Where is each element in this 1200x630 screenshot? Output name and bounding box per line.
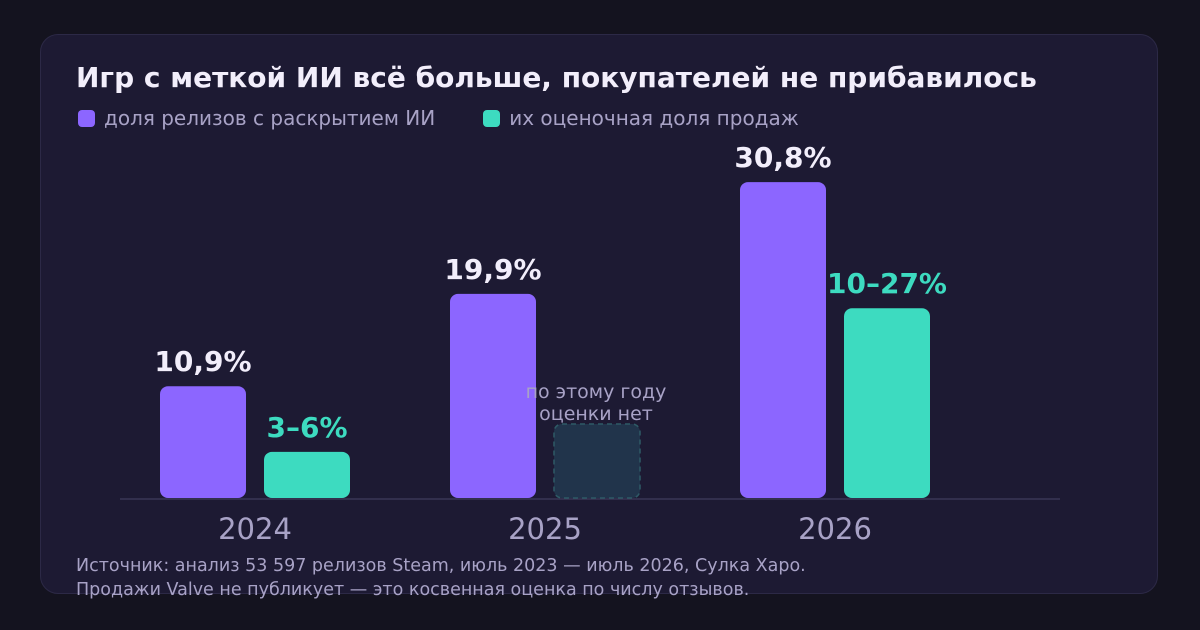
legend-item-sales-share: их оценочная доля продаж (483, 106, 799, 130)
bar-sales-share-2024 (264, 451, 350, 498)
bar-ai-releases-2025 (450, 293, 536, 498)
data-label-ai-releases-2026: 30,8% (734, 141, 831, 174)
bar-ai-releases-2026 (740, 182, 826, 498)
data-label-ai-releases-2025: 19,9% (444, 253, 541, 286)
legend-item-ai-releases: доля релизов с раскрытием ИИ (78, 106, 435, 130)
data-label-ai-releases-2024: 10,9% (154, 345, 251, 378)
legend-label-ai-releases: доля релизов с раскрытием ИИ (104, 106, 436, 130)
placeholder-bar-sales-share-2025 (553, 423, 641, 499)
x-tick-label-2025: 2025 (508, 512, 582, 546)
legend-swatch-sales-share (483, 109, 501, 127)
chart-source-note: Источник: анализ 53 597 релизов Steam, и… (76, 554, 806, 602)
source-line: Источник: анализ 53 597 релизов Steam, и… (76, 556, 806, 576)
legend-swatch-ai-releases (78, 109, 95, 127)
x-tick-label-2026: 2026 (798, 512, 872, 546)
x-tick-label-2024: 2024 (218, 512, 292, 546)
annotation-no-estimate-line: оценки нет (539, 403, 653, 425)
data-label-sales-share-2024: 3–6% (266, 411, 347, 444)
bar-ai-releases-2024 (160, 386, 246, 498)
chart-title: Игр с меткой ИИ всё больше, покупателей … (76, 61, 1037, 94)
annotation-no-estimate-line: по этому году (526, 381, 667, 403)
chart-card (40, 34, 1158, 594)
source-line: Продажи Valve не публикует — это косвенн… (76, 580, 750, 600)
bar-sales-share-2026 (844, 308, 930, 498)
legend-label-sales-share: их оценочная доля продаж (509, 106, 799, 130)
data-label-sales-share-2026: 10–27% (827, 267, 947, 300)
chart-legend: доля релизов с раскрытием ИИ их оценочна… (78, 104, 799, 132)
